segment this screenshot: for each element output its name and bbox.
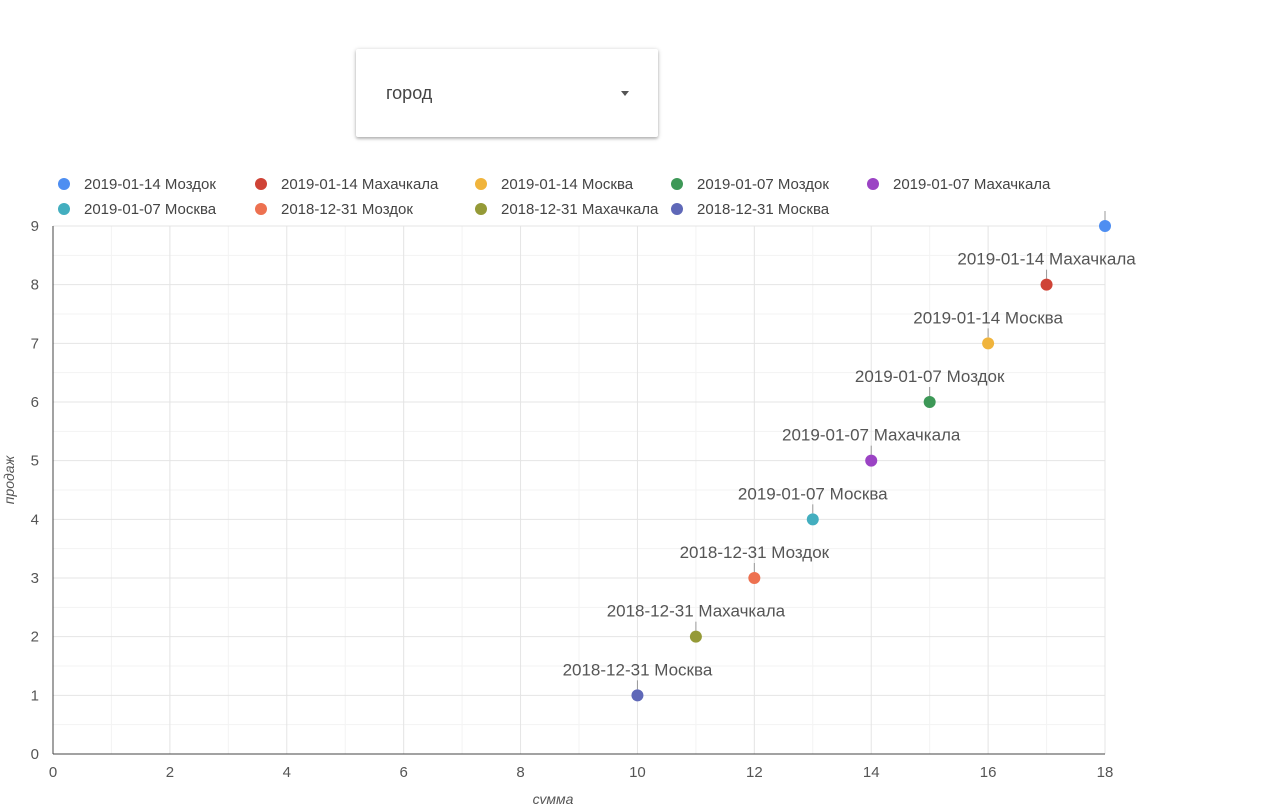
- legend-item[interactable]: 2019-01-14 Моздок: [58, 172, 216, 196]
- data-label: 2019-01-07 Махачкала: [782, 426, 961, 445]
- y-tick-label: 5: [31, 453, 39, 470]
- data-point: [982, 337, 995, 350]
- legend-marker-icon: [671, 203, 683, 215]
- legend-label: 2019-01-14 Моздок: [84, 175, 216, 193]
- city-filter-dropdown[interactable]: город: [356, 49, 658, 137]
- y-tick-label: 8: [31, 277, 39, 294]
- dropdown-arrow-icon[interactable]: [621, 91, 629, 96]
- legend-item[interactable]: 2019-01-07 Москва: [58, 197, 216, 221]
- legend-item[interactable]: 2019-01-07 Махачкала: [867, 172, 1050, 196]
- y-tick-label: 1: [31, 687, 39, 704]
- y-tick-label: 3: [31, 570, 39, 587]
- x-tick-label: 16: [980, 764, 997, 781]
- x-tick-label: 6: [399, 764, 407, 781]
- legend-item[interactable]: 2019-01-07 Моздок: [671, 172, 829, 196]
- data-label: 2018-12-31 Махачкала: [607, 602, 786, 621]
- y-tick-label: 6: [31, 394, 39, 411]
- legend-marker-icon: [255, 203, 267, 215]
- data-label: 2019-01-14 Махачкала: [957, 250, 1136, 269]
- legend-item[interactable]: 2019-01-14 Москва: [475, 172, 633, 196]
- legend-label: 2019-01-07 Махачкала: [893, 175, 1051, 193]
- legend-marker-icon: [671, 178, 683, 190]
- data-point: [1040, 278, 1053, 291]
- city-filter-label: город: [386, 83, 433, 103]
- legend-label: 2019-01-07 Москва: [84, 200, 217, 218]
- legend-marker-icon: [867, 178, 879, 190]
- x-tick-label: 2: [166, 764, 174, 781]
- data-point: [806, 513, 819, 526]
- legend-label: 2019-01-14 Махачкала: [281, 175, 439, 193]
- legend-marker-icon: [255, 178, 267, 190]
- data-point: [631, 689, 644, 702]
- x-axis-title: сумма: [533, 791, 574, 804]
- data-label: 2019-01-14 Москва: [913, 308, 1063, 327]
- data-point: [1099, 220, 1111, 232]
- data-label: 2018-12-31 Москва: [563, 660, 713, 679]
- legend-item[interactable]: 2018-12-31 Махачкала: [475, 197, 658, 221]
- y-axis-title: продаж: [1, 454, 17, 504]
- data-point: [748, 572, 761, 584]
- legend-item[interactable]: 2018-12-31 Моздок: [255, 197, 413, 221]
- y-tick-label: 7: [31, 335, 39, 352]
- y-tick-label: 0: [31, 746, 39, 763]
- legend-item[interactable]: 2018-12-31 Москва: [671, 197, 829, 221]
- x-tick-label: 10: [629, 764, 646, 781]
- legend-marker-icon: [475, 203, 487, 215]
- x-tick-label: 12: [746, 764, 763, 781]
- legend-marker-icon: [58, 203, 70, 215]
- legend-label: 2018-12-31 Москва: [697, 200, 830, 218]
- legend-label: 2019-01-07 Моздок: [697, 175, 829, 193]
- x-tick-label: 8: [516, 764, 524, 781]
- data-label: 2019-01-07 Моздок: [855, 367, 1005, 386]
- scatter-chart: 0 2 4 6 8 10 12 14 16 180123456789суммапродаж2019…: [1, 211, 1136, 804]
- legend-marker-icon: [58, 178, 70, 190]
- legend-marker-icon: [475, 178, 487, 190]
- data-point: [689, 630, 702, 643]
- data-label: 2018-12-31 Моздок: [680, 543, 830, 562]
- legend-label: 2018-12-31 Моздок: [281, 200, 413, 218]
- data-label: 2019-01-07 Москва: [738, 484, 888, 503]
- y-tick-label: 4: [31, 511, 39, 528]
- legend-label: 2018-12-31 Махачкала: [501, 200, 659, 218]
- y-tick-label: 2: [31, 629, 39, 646]
- x-tick-label: 4: [283, 764, 291, 781]
- x-tick-label: 0: [49, 764, 57, 781]
- legend-item[interactable]: 2019-01-14 Махачкала: [255, 172, 438, 196]
- legend-label: 2019-01-14 Москва: [501, 175, 634, 193]
- x-tick-label: 14: [863, 764, 880, 781]
- y-tick-label: 9: [31, 218, 39, 235]
- chart-legend: 2019-01-14 Моздок 2019-01-14 Махачкала 201…: [58, 172, 1098, 222]
- data-point: [923, 396, 936, 408]
- data-point: [865, 454, 878, 467]
- x-tick-label: 18: [1097, 764, 1114, 781]
